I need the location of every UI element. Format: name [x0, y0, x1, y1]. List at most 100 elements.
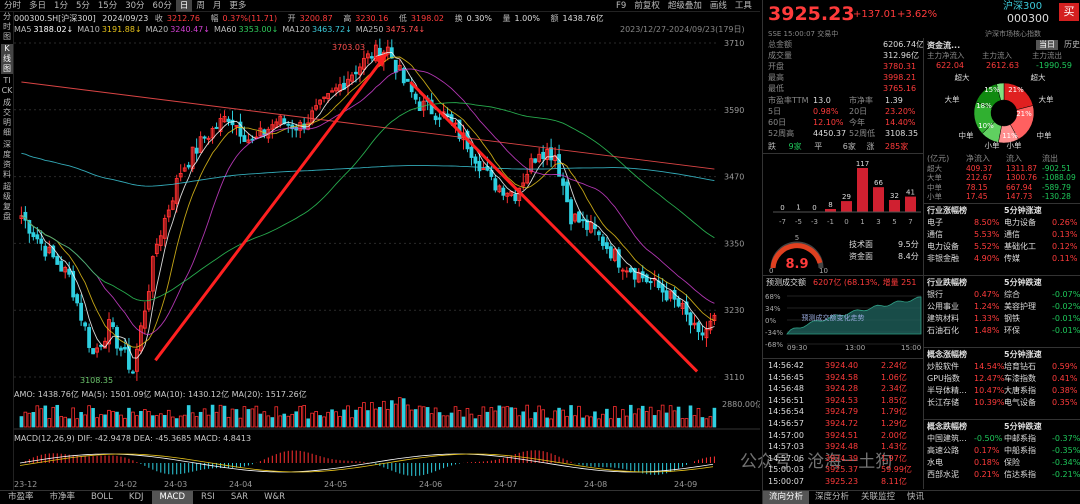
- volume-bar: [644, 411, 649, 428]
- rank-name[interactable]: 通信: [1004, 230, 1020, 239]
- buy-button[interactable]: 买: [1059, 3, 1079, 21]
- pie-label: 小单: [985, 140, 1000, 150]
- rank-name[interactable]: 银行: [927, 290, 943, 299]
- period-tab[interactable]: 多日: [29, 1, 47, 11]
- view-tab[interactable]: 深度资料: [3, 140, 11, 179]
- rank-name[interactable]: 电气设备: [1004, 398, 1036, 407]
- rank-name[interactable]: 保险: [1004, 458, 1020, 467]
- indicator-tab[interactable]: 市净率: [49, 492, 76, 502]
- rank-name[interactable]: 传媒: [1004, 254, 1020, 263]
- period-tab[interactable]: 日: [175, 0, 193, 12]
- rank-value: 0.13%: [1052, 230, 1078, 239]
- right-tab[interactable]: 深度分析: [815, 492, 850, 502]
- rank-value: 0.12%: [1052, 242, 1078, 251]
- stat-label: 开盘: [768, 62, 784, 71]
- stat-value: 3765.16: [883, 84, 917, 93]
- rank-name[interactable]: 半导体精...: [927, 386, 967, 395]
- volume-bar: [425, 407, 430, 428]
- volume-bar: [234, 409, 239, 428]
- tick-amount: 1.06亿: [881, 372, 907, 382]
- rank-name[interactable]: 非银金融: [927, 254, 959, 263]
- indicator-tab[interactable]: SAR: [230, 492, 249, 502]
- period-tab[interactable]: 1分: [54, 1, 68, 11]
- right-tab[interactable]: 关联监控: [861, 492, 896, 502]
- rank-name[interactable]: 大唐系指: [1004, 386, 1036, 395]
- rank-name[interactable]: 车漆指数: [1004, 374, 1036, 383]
- toolbar-button[interactable]: F9: [616, 1, 627, 11]
- period-tab[interactable]: 更多: [229, 1, 247, 11]
- view-tab[interactable]: 成交明细: [3, 98, 11, 137]
- rank-name[interactable]: GPU指数: [927, 374, 960, 383]
- main-out-label: 主力流入: [982, 51, 1012, 60]
- rank-name[interactable]: 通信: [927, 230, 943, 239]
- kline-chart[interactable]: 3710 3590 3470 3350 3230 3110 3703.03 3108.35 AM…: [14, 35, 760, 490]
- period-tab[interactable]: 分时: [4, 1, 22, 11]
- rank-name[interactable]: 西部水泥: [927, 470, 959, 479]
- tab-today[interactable]: 当日: [1036, 40, 1058, 50]
- rank-name[interactable]: 中邮系指: [1004, 434, 1036, 443]
- industry-down-speed-title: 5分钟跌速: [1004, 278, 1042, 287]
- rank-name[interactable]: 基础化工: [1004, 242, 1036, 251]
- toolbar-button[interactable]: 画线: [709, 1, 727, 11]
- rank-name[interactable]: 中船系指: [1004, 446, 1036, 455]
- indicator-tab[interactable]: KDJ: [128, 492, 144, 502]
- forecast-time: 15:00: [901, 344, 921, 352]
- indicator-tab[interactable]: RSI: [201, 492, 215, 502]
- rank-name[interactable]: 建筑材料: [927, 314, 959, 323]
- toolbar-button[interactable]: 超级叠加: [667, 1, 702, 11]
- candle-body: [473, 156, 478, 164]
- view-tab[interactable]: 超级复盘: [3, 182, 11, 221]
- rank-name[interactable]: 美容护理: [1004, 302, 1036, 311]
- price-change: +137.01: [853, 9, 897, 20]
- rank-name[interactable]: 综合: [1004, 290, 1020, 299]
- toolbar-button[interactable]: 前复权: [634, 1, 660, 11]
- period-tab[interactable]: 30分: [125, 1, 145, 11]
- rank-value: -0.07%: [1052, 290, 1080, 299]
- indicator-tab[interactable]: BOLL: [91, 492, 113, 502]
- tick-price: 3924.79: [825, 407, 859, 417]
- rank-name[interactable]: 电子: [927, 218, 943, 227]
- period-tab[interactable]: 5分: [75, 1, 90, 11]
- rank-name[interactable]: 炒股软件: [927, 362, 959, 371]
- volume-bar: [166, 409, 171, 428]
- stat-value: 6206.74亿: [883, 40, 925, 49]
- rank-name[interactable]: 石油石化: [927, 326, 959, 335]
- rank-name[interactable]: 信达系指: [1004, 470, 1036, 479]
- tab-history[interactable]: 历史: [1064, 40, 1080, 49]
- toolbar-right: F9 前复权 超级叠加 画线 工具: [612, 0, 756, 12]
- rank-name[interactable]: 公用事业: [927, 302, 959, 311]
- volume-bar: [409, 409, 414, 428]
- rank-name[interactable]: 钢铁: [1004, 314, 1020, 323]
- view-tab[interactable]: TICK: [1, 76, 13, 95]
- rank-name[interactable]: 长江存储: [927, 398, 959, 407]
- candle-body: [581, 219, 585, 222]
- forecast-axis: 0%: [765, 317, 776, 325]
- period-tab[interactable]: 60分: [152, 1, 172, 11]
- indicator-tab[interactable]: 市盈率: [8, 492, 34, 502]
- volume-bar: [374, 408, 378, 428]
- ma-line-10: [21, 56, 715, 348]
- rank-name[interactable]: 培育钻石: [1004, 362, 1036, 371]
- period-tab[interactable]: 月: [212, 1, 222, 11]
- rank-name[interactable]: 高速公路: [927, 446, 959, 455]
- indicator-tab[interactable]: W&R: [264, 492, 286, 502]
- rank-name[interactable]: 电力设备: [927, 242, 959, 251]
- volume-bar: [557, 407, 561, 428]
- flow-cell: 1300.76: [1006, 173, 1038, 182]
- rank-name[interactable]: 环保: [1004, 326, 1020, 335]
- right-tab[interactable]: 快讯: [907, 492, 925, 502]
- rank-value: 0.17%: [974, 446, 1000, 455]
- rank-name[interactable]: 水电: [927, 458, 943, 467]
- volume-bar: [497, 405, 502, 428]
- toolbar-button[interactable]: 工具: [734, 1, 752, 11]
- right-tab[interactable]: 流向分析: [763, 491, 810, 504]
- price-tick: 3470: [724, 173, 744, 182]
- view-tab[interactable]: 分时图: [3, 12, 11, 41]
- rank-name[interactable]: 中国建筑...: [927, 434, 967, 443]
- candle-body: [83, 322, 88, 327]
- indicator-tab[interactable]: MACD: [151, 491, 193, 504]
- period-tab[interactable]: 周: [196, 1, 205, 11]
- rank-name[interactable]: 电力设备: [1004, 218, 1036, 227]
- view-tab[interactable]: K线图: [1, 44, 13, 74]
- period-tab[interactable]: 15分: [97, 1, 118, 11]
